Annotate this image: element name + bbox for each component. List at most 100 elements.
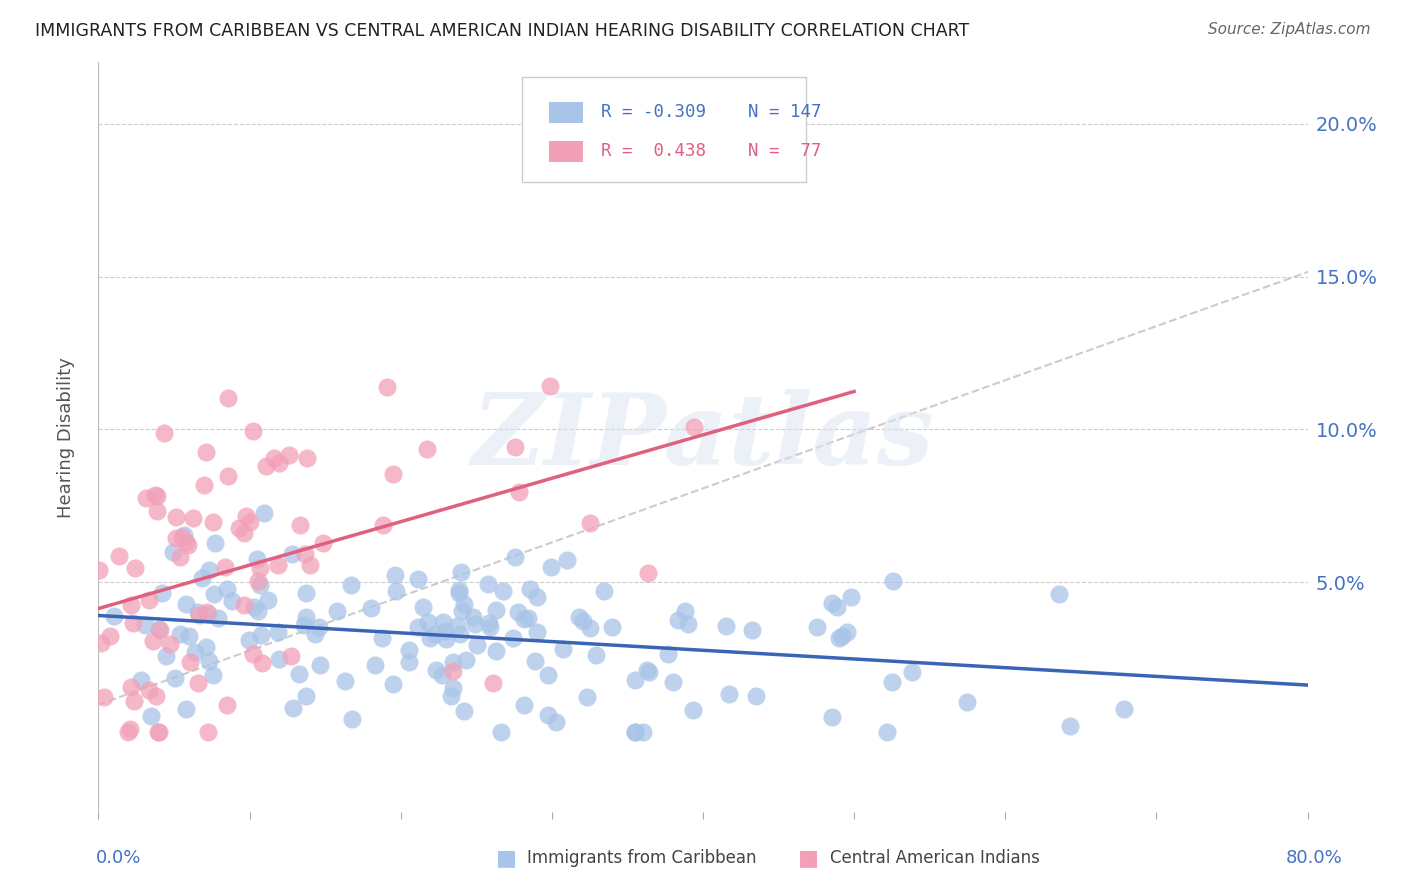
Point — [267, 652, 290, 666]
Point — [682, 703, 704, 717]
Point — [441, 656, 464, 670]
FancyBboxPatch shape — [550, 141, 583, 161]
Point — [193, 478, 215, 492]
Text: R = -0.309    N = 147: R = -0.309 N = 147 — [602, 103, 823, 121]
Point — [217, 391, 239, 405]
Point — [246, 574, 269, 588]
Point — [485, 643, 508, 657]
Point — [876, 725, 898, 739]
Point — [536, 668, 558, 682]
Point — [249, 560, 271, 574]
Point — [181, 511, 204, 525]
Point — [280, 648, 302, 663]
Point — [242, 425, 264, 439]
Point — [103, 609, 125, 624]
Point — [153, 425, 176, 440]
Point — [325, 604, 347, 618]
Point — [142, 633, 165, 648]
Point — [453, 597, 475, 611]
Point — [446, 619, 468, 633]
Point — [190, 571, 212, 585]
Point — [636, 663, 658, 677]
Point — [139, 709, 162, 723]
Point — [821, 596, 844, 610]
Point — [197, 725, 219, 739]
Point — [544, 714, 567, 729]
Point — [247, 604, 270, 618]
Point — [434, 632, 457, 646]
Point — [249, 578, 271, 592]
Point — [806, 620, 828, 634]
Point — [516, 610, 538, 624]
Point — [536, 708, 558, 723]
Point — [339, 577, 361, 591]
Text: 0.0%: 0.0% — [96, 849, 141, 867]
Text: ■: ■ — [496, 848, 516, 868]
Point — [179, 655, 201, 669]
Point — [502, 631, 524, 645]
Point — [623, 725, 645, 739]
Point — [831, 629, 853, 643]
Point — [239, 516, 262, 530]
Point — [184, 645, 207, 659]
Point — [461, 610, 484, 624]
Point — [585, 648, 607, 662]
Point — [571, 614, 593, 628]
Point — [235, 509, 257, 524]
Point — [450, 565, 472, 579]
Point — [299, 558, 322, 572]
Point — [194, 640, 217, 654]
Point — [508, 485, 530, 500]
Point — [155, 649, 177, 664]
Point — [485, 603, 508, 617]
Point — [257, 592, 280, 607]
Point — [441, 681, 464, 696]
Point — [176, 538, 198, 552]
Point — [187, 675, 209, 690]
Point — [120, 680, 142, 694]
Point — [506, 605, 529, 619]
Point — [381, 467, 404, 481]
Point — [551, 642, 574, 657]
Point — [821, 710, 844, 724]
FancyBboxPatch shape — [522, 78, 806, 182]
Point — [228, 521, 250, 535]
Point — [177, 629, 200, 643]
Text: ■: ■ — [799, 848, 818, 868]
Point — [441, 664, 464, 678]
Point — [718, 687, 741, 701]
Point — [267, 456, 290, 470]
Point — [120, 598, 142, 612]
Point — [297, 450, 319, 465]
Point — [232, 598, 254, 612]
Point — [215, 698, 238, 712]
Text: R =  0.438    N =  77: R = 0.438 N = 77 — [602, 143, 823, 161]
Text: IMMIGRANTS FROM CARIBBEAN VS CENTRAL AMERICAN INDIAN HEARING DISABILITY CORRELAT: IMMIGRANTS FROM CARIBBEAN VS CENTRAL AME… — [35, 22, 969, 40]
Point — [555, 553, 578, 567]
Point — [176, 535, 198, 549]
Point — [281, 547, 304, 561]
Point — [637, 566, 659, 580]
Point — [540, 560, 562, 574]
Point — [744, 690, 766, 704]
Point — [98, 628, 121, 642]
Point — [217, 468, 239, 483]
Text: Source: ZipAtlas.com: Source: ZipAtlas.com — [1208, 22, 1371, 37]
Point — [304, 627, 326, 641]
Point — [741, 623, 763, 637]
Point — [162, 544, 184, 558]
Point — [165, 509, 187, 524]
Point — [600, 620, 623, 634]
Point — [678, 616, 700, 631]
Point — [479, 620, 502, 634]
Point — [204, 536, 226, 550]
Point — [503, 550, 526, 565]
Point — [308, 657, 330, 672]
Point — [173, 528, 195, 542]
Point — [451, 604, 474, 618]
Point — [673, 604, 696, 618]
Point — [465, 638, 488, 652]
Point — [207, 611, 229, 625]
Point — [408, 620, 430, 634]
Point — [440, 690, 463, 704]
